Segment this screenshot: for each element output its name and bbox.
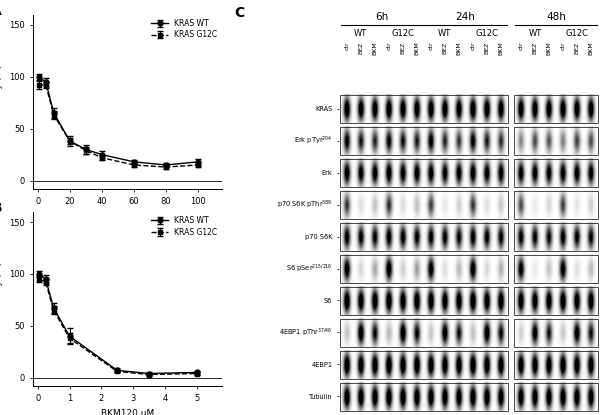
Text: BKM: BKM: [456, 42, 461, 55]
Text: BKM: BKM: [498, 42, 503, 55]
Text: Erk pTyr$^{204}$: Erk pTyr$^{204}$: [294, 135, 332, 147]
Y-axis label: cell viability (%): cell viability (%): [0, 65, 4, 138]
Text: 6h: 6h: [375, 12, 388, 22]
Text: BEZ: BEZ: [400, 42, 405, 54]
Text: ctr: ctr: [344, 42, 349, 50]
X-axis label: BEZ235 nM: BEZ235 nM: [102, 212, 153, 221]
Text: BEZ: BEZ: [358, 42, 364, 54]
Text: -: -: [337, 265, 339, 273]
Text: B: B: [0, 201, 2, 215]
Text: 24h: 24h: [456, 12, 476, 22]
Text: G12C: G12C: [391, 29, 414, 38]
Bar: [340, 95, 508, 123]
Bar: [340, 159, 508, 187]
Text: S6 pSer$^{215/216}$: S6 pSer$^{215/216}$: [286, 263, 332, 275]
Bar: [514, 319, 598, 347]
Text: BEZ: BEZ: [533, 42, 538, 54]
Bar: [514, 255, 598, 283]
Text: KRAS: KRAS: [315, 106, 332, 112]
Text: G12C: G12C: [566, 29, 589, 38]
Text: BEZ: BEZ: [575, 42, 580, 54]
Bar: [514, 191, 598, 219]
Text: BEZ: BEZ: [484, 42, 489, 54]
Text: p70 S6K pThr$^{389}$: p70 S6K pThr$^{389}$: [277, 199, 332, 211]
Bar: [514, 287, 598, 315]
Text: ctr: ctr: [428, 42, 433, 50]
Text: WT: WT: [529, 29, 542, 38]
Bar: [340, 255, 508, 283]
Text: ctr: ctr: [519, 42, 524, 50]
Bar: [514, 95, 598, 123]
Text: 4EBP1: 4EBP1: [311, 362, 332, 368]
Bar: [514, 127, 598, 155]
Bar: [514, 223, 598, 251]
Bar: [340, 351, 508, 379]
Text: G12C: G12C: [475, 29, 498, 38]
Text: ctr: ctr: [561, 42, 566, 50]
Text: -: -: [337, 169, 339, 178]
Bar: [340, 287, 508, 315]
X-axis label: BKM120 uM: BKM120 uM: [101, 409, 154, 415]
Text: -: -: [337, 201, 339, 210]
Bar: [514, 383, 598, 411]
Text: ctr: ctr: [470, 42, 475, 50]
Text: WT: WT: [438, 29, 451, 38]
Text: 4EBP1 pThr$^{37/46}$: 4EBP1 pThr$^{37/46}$: [279, 327, 332, 339]
Bar: [340, 223, 508, 251]
Text: p70 S6K: p70 S6K: [305, 234, 332, 240]
Text: BKM: BKM: [547, 42, 552, 55]
Text: -: -: [337, 297, 339, 305]
Text: Erk: Erk: [322, 170, 332, 176]
Bar: [514, 159, 598, 187]
Text: -: -: [337, 105, 339, 114]
Text: A: A: [0, 4, 2, 18]
Text: BKM: BKM: [373, 42, 377, 55]
Text: Tubulin: Tubulin: [309, 394, 332, 400]
Text: -: -: [337, 233, 339, 242]
Text: BKM: BKM: [414, 42, 419, 55]
Bar: [340, 383, 508, 411]
Text: ctr: ctr: [386, 42, 391, 50]
Bar: [514, 351, 598, 379]
Legend: KRAS WT, KRAS G12C: KRAS WT, KRAS G12C: [148, 213, 220, 239]
Bar: [340, 191, 508, 219]
Text: C: C: [235, 6, 245, 20]
Text: BEZ: BEZ: [442, 42, 447, 54]
Y-axis label: cell viability (%): cell viability (%): [0, 262, 4, 335]
Text: 48h: 48h: [546, 12, 566, 22]
Text: WT: WT: [354, 29, 367, 38]
Text: -: -: [337, 361, 339, 369]
Bar: [340, 127, 508, 155]
Text: -: -: [337, 329, 339, 337]
Text: BKM: BKM: [589, 42, 593, 55]
Bar: [340, 319, 508, 347]
Text: -: -: [337, 137, 339, 146]
Legend: KRAS WT, KRAS G12C: KRAS WT, KRAS G12C: [148, 16, 220, 42]
Text: -: -: [337, 393, 339, 401]
Text: S6: S6: [324, 298, 332, 304]
